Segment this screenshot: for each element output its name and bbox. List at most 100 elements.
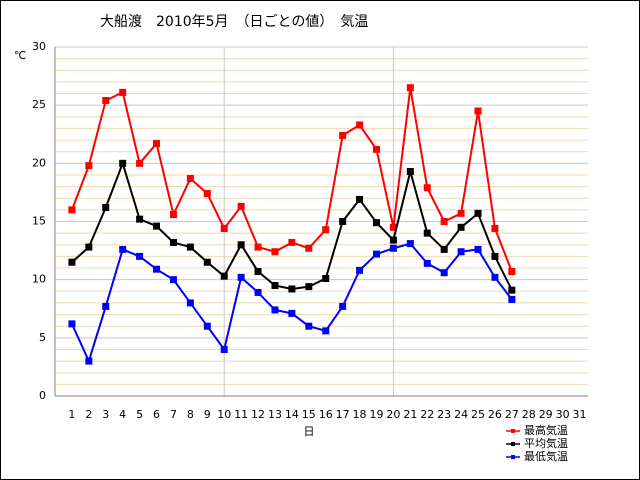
x-tick-label: 28 [522,408,536,421]
point [508,295,516,303]
y-tick-label: 10 [32,273,46,286]
point [254,288,262,296]
point [474,107,482,115]
x-tick-label: 25 [471,408,485,421]
x-tick-label: 23 [437,408,451,421]
legend-label: 最高気温 [524,423,568,437]
point [186,299,194,307]
point [102,302,110,310]
x-tick-label: 21 [403,408,417,421]
point [271,281,279,289]
x-axis-label: 日 [304,425,315,438]
y-tick-label: 30 [32,40,46,53]
point [389,223,397,231]
point [508,286,516,294]
point [288,238,296,246]
point [220,345,228,353]
x-tick-label: 14 [285,408,299,421]
point [254,268,262,276]
point [305,244,313,252]
legend-label: 平均気温 [524,436,568,450]
x-tick-label: 18 [353,408,367,421]
point [136,252,144,260]
point [169,238,177,246]
x-tick-label: 15 [302,408,316,421]
point [372,145,380,153]
x-tick-label: 5 [136,408,143,421]
point [85,162,93,170]
point [119,245,127,253]
x-tick-label: 26 [488,408,502,421]
point [85,243,93,251]
point [339,218,347,225]
point [186,243,194,251]
x-tick-label: 17 [336,408,350,421]
point [153,222,161,230]
point [457,209,465,217]
y-tick-label: 15 [32,215,46,228]
x-tick-label: 27 [505,408,519,421]
point [68,258,76,266]
point [508,268,516,276]
point [491,273,499,281]
point [440,245,448,253]
point [169,211,177,219]
point [389,236,397,244]
y-tick-label: 20 [32,156,46,169]
point [322,226,330,234]
x-tick-label: 9 [204,408,211,421]
x-tick-label: 31 [573,408,587,421]
point [322,275,330,283]
point [68,206,76,214]
x-tick-label: 4 [119,408,126,421]
point [288,285,296,293]
legend-marker [511,455,515,459]
x-tick-label: 2 [85,408,92,421]
point [85,357,93,365]
point [136,215,144,223]
point [423,259,431,267]
point [389,244,397,252]
x-tick-label: 13 [268,408,282,421]
point [339,302,347,310]
point [440,269,448,277]
point [237,241,245,249]
x-tick-label: 7 [170,408,177,421]
legend-marker [511,429,515,433]
x-tick-label: 10 [217,408,231,421]
point [372,219,380,227]
point [423,229,431,237]
point [68,320,76,328]
point [356,121,364,129]
point [271,306,279,314]
legend-label: 最低気温 [524,449,568,463]
point [457,223,465,231]
chart-title: 大船渡 2010年5月 （日ごとの値） 気温 [100,14,368,30]
point [102,97,110,105]
point [119,88,127,96]
x-tick-label: 11 [234,408,248,421]
point [237,202,245,210]
point [423,184,431,192]
point [203,190,211,198]
point [220,272,228,280]
point [406,240,414,248]
point [119,159,127,167]
x-tick-label: 8 [187,408,194,421]
point [254,243,262,251]
x-tick-label: 16 [319,408,333,421]
point [372,250,380,258]
point [220,224,228,232]
x-tick-label: 30 [556,408,570,421]
x-tick-label: 6 [153,408,160,421]
point [102,204,110,212]
x-tick-label: 29 [539,408,553,421]
y-axis-label: ℃ [14,49,26,62]
point [153,265,161,273]
x-tick-label: 22 [420,408,434,421]
point [322,327,330,335]
x-tick-label: 19 [369,408,383,421]
y-tick-label: 25 [32,98,46,111]
